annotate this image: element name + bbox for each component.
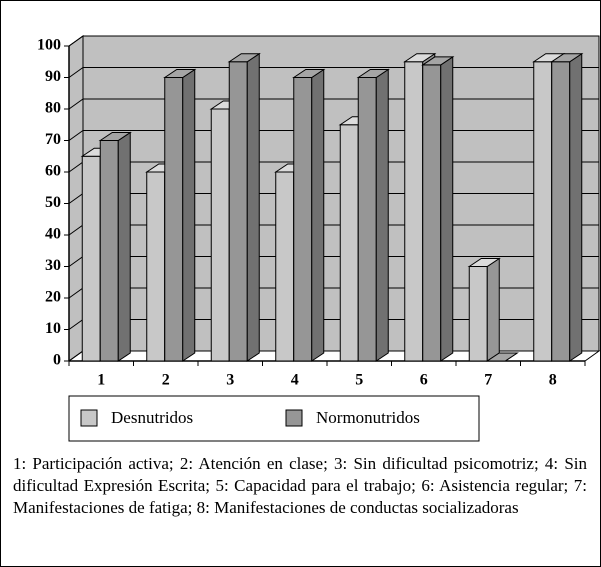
y-tick-label: 70 [45, 131, 61, 148]
bar-face [210, 108, 230, 362]
x-tick-label: 5 [355, 372, 363, 389]
x-tick-label: 8 [549, 372, 557, 389]
legend-swatch [285, 409, 303, 427]
legend-label: Normonutridos [316, 408, 420, 427]
bar-face [339, 124, 359, 362]
bar-face [246, 52, 260, 362]
bar-face [422, 64, 442, 362]
bar-face [182, 68, 196, 362]
bar-face [227, 53, 261, 63]
y-tick-label: 60 [45, 163, 61, 180]
bar [98, 131, 132, 362]
bar [485, 352, 519, 362]
bar [550, 52, 584, 362]
y-tick-label: 80 [45, 100, 61, 117]
bar-face [357, 77, 377, 362]
legend-label: Desnutridos [111, 408, 193, 427]
bar-face [533, 61, 553, 362]
x-tick-label: 4 [291, 372, 299, 389]
bar-face [98, 132, 132, 141]
bar-face [467, 258, 501, 267]
bar [467, 257, 501, 362]
y-tick-label: 30 [45, 257, 61, 274]
bar-face [403, 53, 437, 63]
bar-face [228, 61, 248, 362]
bar-face [164, 77, 184, 362]
caption: 1: Participación activa; 2: Atención en … [13, 454, 587, 517]
x-tick-label: 1 [97, 372, 105, 389]
bar-face [485, 352, 519, 362]
chart: 0 10 20 30 40 50 60 70 80 90 100 1 2 3 4 5 6 7 8 Desnutrido… [37, 35, 600, 442]
bar [227, 52, 261, 362]
bar-face [163, 69, 197, 78]
bar-face [486, 257, 500, 362]
bar-face [550, 53, 584, 63]
bar-face [81, 155, 101, 362]
bar-face [468, 266, 488, 362]
y-tick-label: 40 [45, 226, 61, 243]
bar [356, 68, 390, 362]
x-tick-label: 7 [484, 372, 492, 389]
y-tick-label: 20 [45, 289, 61, 306]
bar-face [293, 77, 313, 362]
legend-swatch [80, 409, 98, 427]
bar-face [375, 68, 389, 362]
bar-face [404, 61, 424, 362]
bar-face [311, 68, 325, 362]
bar-face [440, 55, 454, 362]
y-tick-label: 90 [45, 68, 61, 85]
bar-face [551, 61, 571, 362]
grid-line [68, 35, 599, 47]
legend-box [68, 395, 480, 442]
bar [163, 68, 197, 362]
x-tick-label: 6 [420, 372, 428, 389]
bar-face [569, 52, 583, 362]
bar [292, 68, 326, 362]
x-tick-label: 3 [226, 372, 234, 389]
y-tick-label: 100 [37, 37, 61, 54]
bar-face [117, 131, 131, 362]
x-tick-label: 2 [162, 372, 170, 389]
y-tick-label: 0 [53, 352, 61, 369]
y-tick-label: 10 [45, 320, 61, 337]
bar-face [99, 140, 119, 362]
bar-face [275, 171, 295, 362]
bar [421, 55, 455, 362]
bar-face [146, 171, 166, 362]
bar-face [421, 56, 455, 66]
bar-face [356, 69, 390, 78]
bar-face [292, 69, 326, 78]
y-tick-label: 50 [45, 194, 61, 211]
